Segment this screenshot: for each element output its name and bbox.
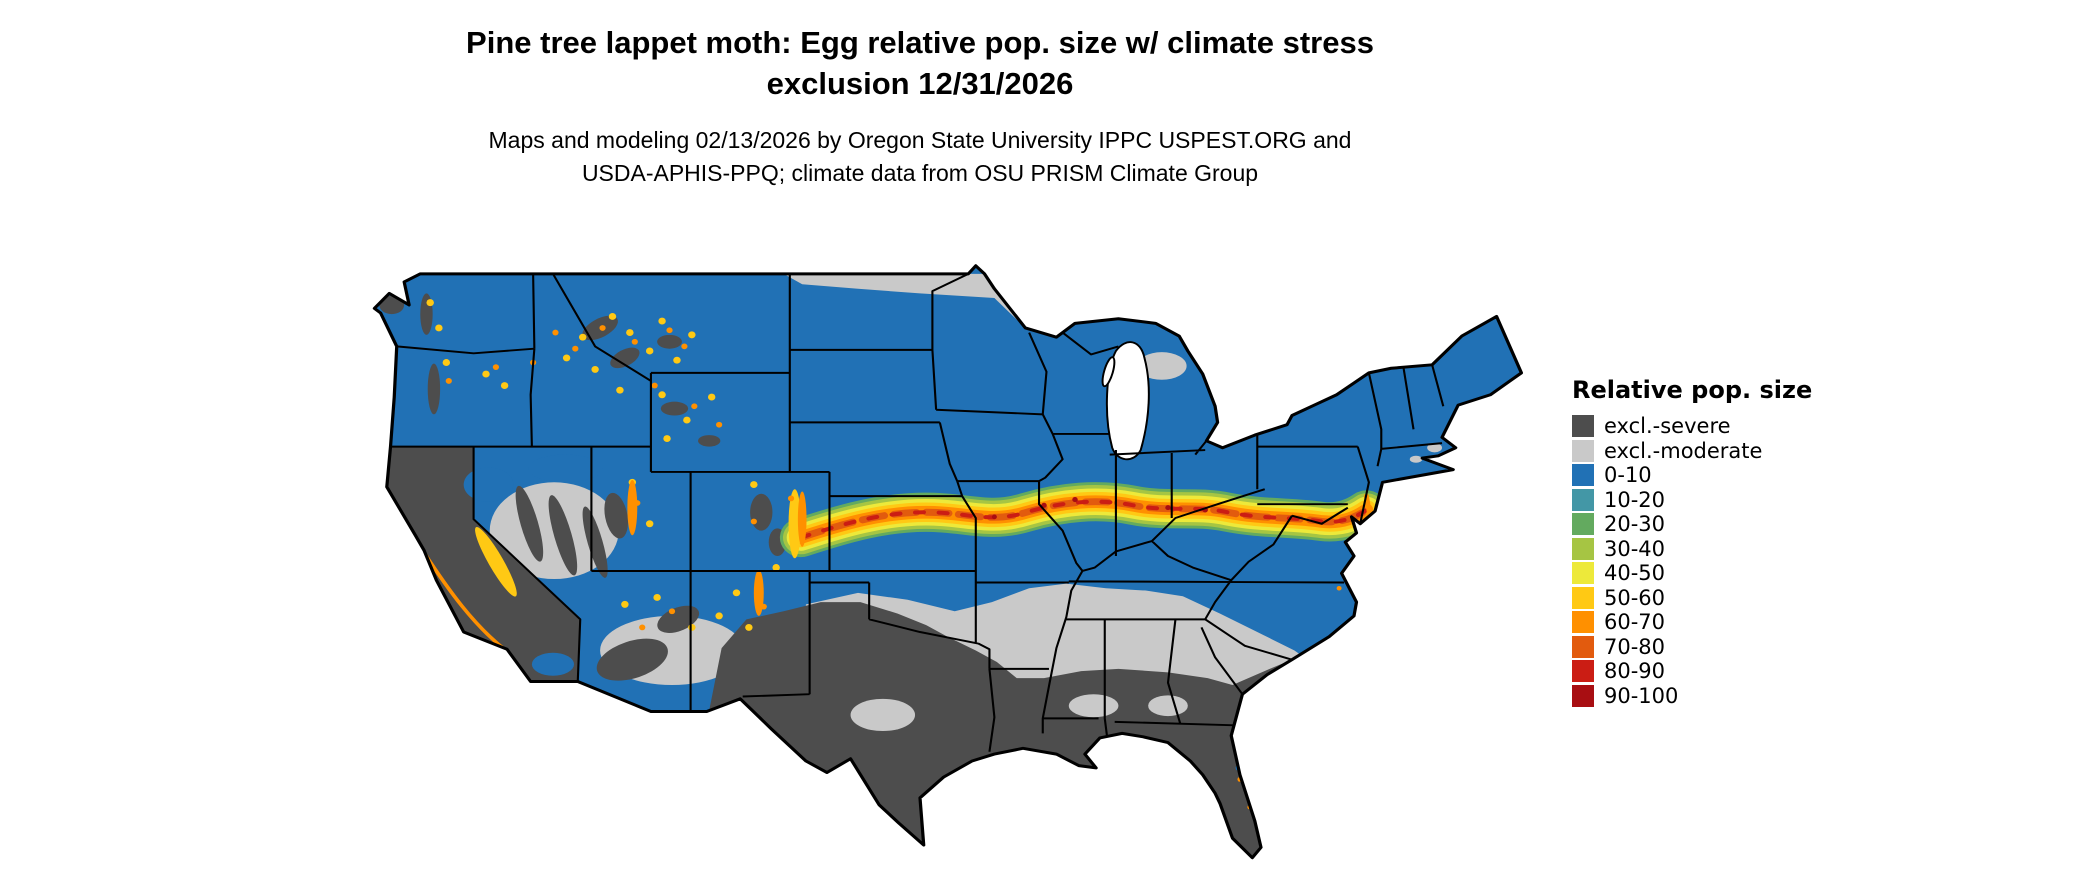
legend-label: 40-50 xyxy=(1604,561,1666,586)
us-population-map xyxy=(300,222,1540,890)
map-subtitle: Maps and modeling 02/13/2026 by Oregon S… xyxy=(0,124,1840,190)
title-line-1: Pine tree lappet moth: Egg relative pop.… xyxy=(466,25,1374,60)
legend-item: 50-60 xyxy=(1572,586,1812,611)
legend-item: 40-50 xyxy=(1572,561,1812,586)
map-title: Pine tree lappet moth: Egg relative pop.… xyxy=(0,22,1840,104)
lake-michigan xyxy=(1101,341,1150,461)
legend-label: excl.-severe xyxy=(1604,414,1731,439)
legend-item: 70-80 xyxy=(1572,635,1812,660)
state-borders xyxy=(390,272,1445,752)
us-outline xyxy=(372,264,1524,860)
legend-swatch xyxy=(1572,537,1594,560)
legend-swatch xyxy=(1572,439,1594,462)
legend-item: excl.-severe xyxy=(1572,414,1812,439)
legend-item: 30-40 xyxy=(1572,537,1812,562)
legend-label: 0-10 xyxy=(1604,463,1652,488)
legend-label: 10-20 xyxy=(1604,487,1666,512)
header: Pine tree lappet moth: Egg relative pop.… xyxy=(0,22,1840,190)
legend-item: 60-70 xyxy=(1572,610,1812,635)
subtitle-line-2: USDA-APHIS-PPQ; climate data from OSU PR… xyxy=(581,160,1259,186)
western-low-population-patches xyxy=(463,454,1242,820)
legend-item: 20-30 xyxy=(1572,512,1812,537)
legend-swatch xyxy=(1572,635,1594,658)
legend-item: 10-20 xyxy=(1572,488,1812,513)
title-line-2: exclusion 12/31/2026 xyxy=(766,66,1074,101)
legend-swatch xyxy=(1572,660,1594,683)
legend-label: 50-60 xyxy=(1604,585,1666,610)
western-speckles-60-70 xyxy=(445,325,807,631)
legend-label: 90-100 xyxy=(1604,683,1679,708)
legend-items: excl.-severe excl.-moderate 0-10 10-20 20-30… xyxy=(1572,414,1812,708)
texas-moderate-patches xyxy=(850,694,1188,732)
legend-swatch xyxy=(1572,586,1594,609)
us-map-svg xyxy=(372,264,1524,860)
legend-item: 90-100 xyxy=(1572,684,1812,709)
legend: Relative pop. size excl.-severe excl.-mod… xyxy=(1572,376,1812,708)
legend-label: 80-90 xyxy=(1604,659,1666,684)
legend-swatch xyxy=(1572,488,1594,511)
band-80-90 xyxy=(798,499,1369,540)
legend-swatch xyxy=(1572,611,1594,634)
legend-swatch xyxy=(1572,684,1594,707)
legend-swatch xyxy=(1572,415,1594,438)
legend-item: 0-10 xyxy=(1572,463,1812,488)
excluded-severe-regions xyxy=(379,293,1354,858)
legend-item: 80-90 xyxy=(1572,659,1812,684)
legend-swatch xyxy=(1572,562,1594,585)
legend-item: excl.-moderate xyxy=(1572,439,1812,464)
legend-label: 60-70 xyxy=(1604,610,1666,635)
legend-label: 30-40 xyxy=(1604,536,1666,561)
subtitle-line-1: Maps and modeling 02/13/2026 by Oregon S… xyxy=(488,127,1352,153)
legend-label: 70-80 xyxy=(1604,634,1666,659)
legend-swatch xyxy=(1572,464,1594,487)
legend-label: excl.-moderate xyxy=(1604,438,1763,463)
legend-swatch xyxy=(1572,513,1594,536)
western-speckles-50-60 xyxy=(426,299,801,631)
legend-label: 20-30 xyxy=(1604,512,1666,537)
legend-title: Relative pop. size xyxy=(1572,376,1813,404)
